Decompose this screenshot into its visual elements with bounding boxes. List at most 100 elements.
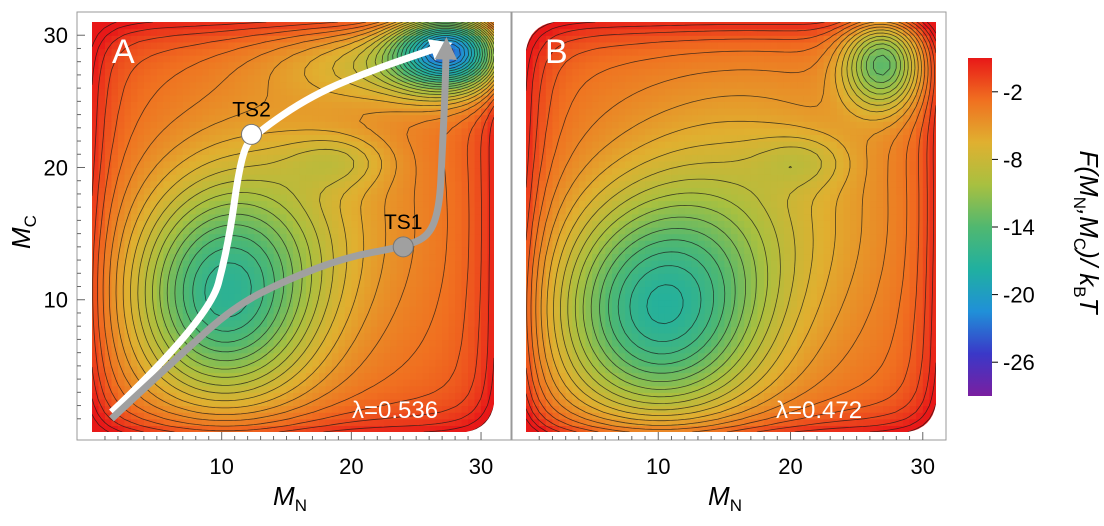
heatmap-cell: [396, 418, 404, 426]
heatmap-cell: [286, 418, 294, 426]
heatmap-cell: [221, 207, 229, 215]
heatmap-cell: [176, 154, 184, 162]
heatmap-cell: [889, 339, 897, 347]
heatmap-cell: [331, 319, 339, 327]
heatmap-cell: [403, 207, 411, 215]
heatmap-cell: [902, 392, 911, 400]
heatmap-cell: [487, 286, 494, 294]
heatmap-cell: [364, 365, 372, 374]
heatmap-cell: [260, 233, 268, 241]
heatmap-cell: [182, 246, 190, 255]
heatmap-cell: [312, 332, 320, 341]
heatmap-cell: [461, 346, 469, 354]
heatmap-cell: [750, 332, 759, 341]
heatmap-cell: [487, 359, 494, 367]
heatmap-cell: [836, 398, 845, 407]
heatmap-cell: [448, 68, 456, 76]
heatmap-cell: [638, 359, 646, 367]
heatmap-cell: [280, 74, 288, 83]
heatmap-cell: [130, 332, 138, 341]
heatmap-cell: [351, 365, 359, 374]
heatmap-cell: [863, 359, 871, 367]
heatmap-cell: [293, 28, 301, 36]
heatmap-cell: [137, 160, 145, 169]
heatmap-cell: [247, 299, 255, 307]
heatmap-cell: [247, 22, 255, 30]
heatmap-cell: [409, 68, 417, 76]
heatmap-cell: [299, 22, 307, 30]
heatmap-cell: [481, 147, 489, 155]
heatmap-cell: [338, 55, 346, 63]
heatmap-cell: [299, 174, 307, 182]
heatmap-cell: [312, 346, 320, 354]
heatmap-cell: [572, 405, 580, 413]
heatmap-cell: [377, 425, 385, 432]
heatmap-cell: [481, 319, 489, 327]
heatmap-cell: [770, 418, 778, 426]
heatmap-cell: [468, 299, 476, 307]
heatmap-cell: [92, 187, 100, 195]
heatmap-cell: [455, 127, 463, 136]
heatmap-cell: [104, 332, 113, 341]
heatmap-cell: [208, 101, 216, 109]
heatmap-cell: [176, 121, 184, 129]
heatmap-cell: [299, 326, 307, 334]
heatmap-cell: [850, 392, 858, 400]
heatmap-cell: [364, 48, 372, 56]
heatmap-cell: [810, 346, 818, 354]
heatmap-cell: [843, 352, 851, 360]
heatmap-cell: [260, 68, 268, 76]
heatmap-cell: [863, 319, 871, 327]
heatmap-cell: [305, 319, 314, 327]
heatmap-cell: [137, 332, 145, 341]
heatmap-cell: [370, 107, 378, 116]
heatmap-cell: [111, 48, 119, 56]
heatmap-cell: [312, 412, 320, 420]
heatmap-cell: [241, 187, 249, 195]
heatmap-cell: [130, 398, 138, 407]
heatmap-cell: [150, 352, 158, 360]
heatmap-cell: [143, 207, 151, 215]
heatmap-cell: [254, 213, 262, 221]
heatmap-cell: [474, 88, 482, 96]
heatmap-cell: [618, 359, 626, 367]
heatmap-cell: [638, 372, 646, 380]
heatmap-cell: [909, 412, 917, 420]
heatmap-cell: [344, 279, 352, 288]
heatmap-cell: [260, 154, 268, 162]
heatmap-cell: [260, 253, 268, 261]
heatmap-cell: [390, 68, 398, 76]
heatmap-cell: [92, 207, 100, 215]
heatmap-cell: [111, 81, 119, 89]
heatmap-cell: [325, 312, 333, 321]
heatmap-cell: [487, 61, 494, 69]
heatmap-cell: [843, 425, 851, 432]
heatmap-cell: [325, 425, 333, 432]
heatmap-cell: [299, 385, 307, 393]
heatmap-cell: [474, 81, 482, 89]
heatmap-cell: [150, 22, 158, 30]
heatmap-cell: [267, 293, 275, 301]
heatmap-cell: [559, 352, 567, 360]
heatmap-cell: [208, 41, 216, 50]
heatmap-cell: [377, 233, 385, 241]
heatmap-cell: [104, 28, 113, 36]
heatmap-cell: [364, 220, 372, 228]
y-tick-label: 20: [44, 155, 68, 180]
heatmap-cell: [189, 94, 197, 102]
heatmap-cell: [396, 134, 404, 142]
heatmap-cell: [143, 398, 151, 407]
heatmap-cell: [312, 405, 320, 413]
heatmap-cell: [273, 266, 281, 274]
heatmap-cell: [338, 398, 346, 407]
heatmap-cell: [422, 379, 430, 387]
heatmap-cell: [717, 326, 725, 334]
heatmap-cell: [902, 346, 911, 354]
heatmap-cell: [293, 332, 301, 341]
heatmap-cell: [176, 68, 184, 76]
heatmap-cell: [461, 68, 469, 76]
heatmap-cell: [816, 365, 825, 374]
heatmap-cell: [869, 346, 878, 354]
heatmap-cell: [98, 207, 106, 215]
pathway-gray: [109, 37, 458, 422]
